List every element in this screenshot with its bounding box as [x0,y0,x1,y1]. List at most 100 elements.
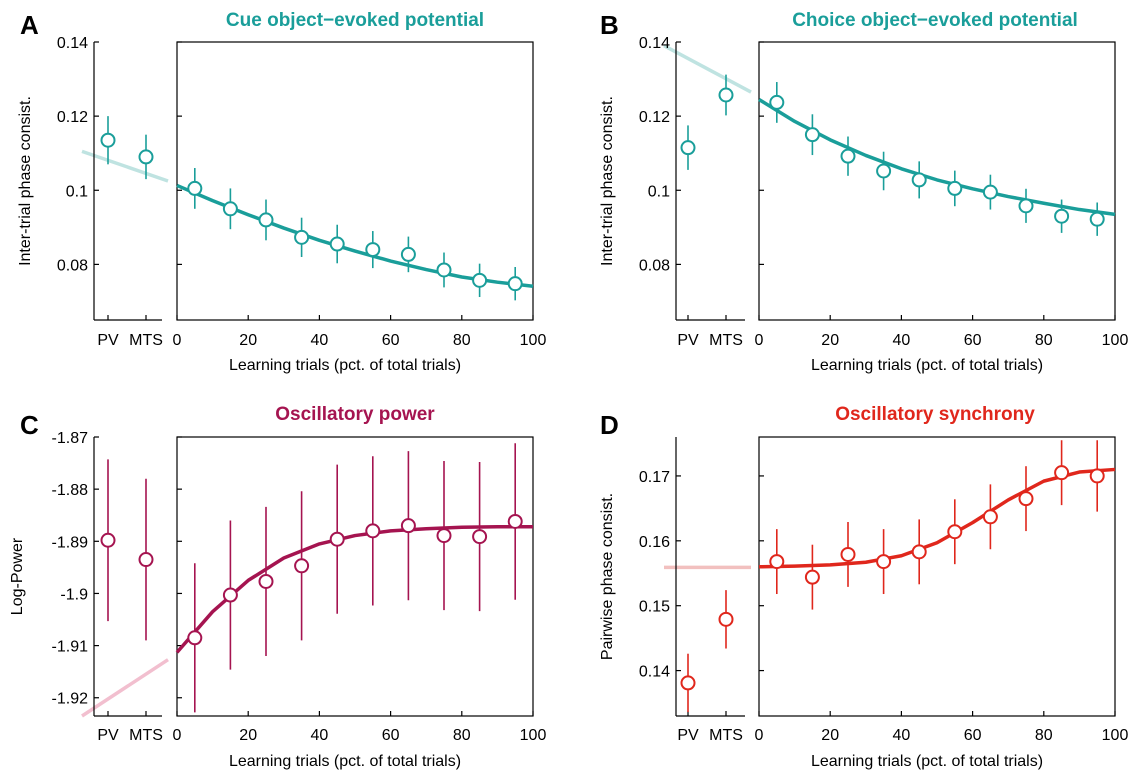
chart-panel-b: B Choice object−evoked potential 0.08 0.1 0.… [599,10,1128,374]
data-point [947,180,963,196]
y-tick-label: -1.88 [52,482,89,499]
x-tick-label: 80 [453,332,471,349]
data-point [400,518,416,534]
data-point [258,212,274,228]
x-tick-label: 20 [821,332,839,349]
main-plot-frame [758,436,1116,717]
x-axis-label: Learning trials (pct. of total trials) [229,753,461,770]
baseline-point-mts [138,149,154,165]
y-axis-label: Log-Power [9,537,26,615]
x-tick-label: 60 [382,332,400,349]
data-point [507,276,523,292]
category-label-mts: MTS [129,727,163,744]
x-tick-label: 80 [1035,332,1053,349]
x-tick-label: 100 [1102,332,1129,349]
x-tick-label: 20 [821,727,839,744]
data-point [840,148,856,164]
category-label-pv: PV [677,727,699,744]
data-point [876,163,892,179]
y-tick-label: -1.92 [52,691,89,708]
baseline-point-mts [138,552,154,568]
data-point [187,180,203,196]
x-tick-label: 0 [755,332,764,349]
x-tick-label: 40 [311,727,329,744]
y-tick-label: 0.08 [639,257,670,274]
data-point [1089,468,1105,484]
y-tick-label: 0.14 [57,35,88,52]
baseline-fit-line [663,44,752,94]
y-tick-label: -1.89 [52,534,89,551]
panel-letter: D [600,410,619,440]
x-tick-label: 60 [964,727,982,744]
y-axis-label: Inter-trial phase consist. [599,96,616,266]
category-label-pv: PV [97,727,119,744]
panel-letter: C [20,410,39,440]
x-tick-label: 0 [173,332,182,349]
x-tick-label: 80 [1035,727,1053,744]
y-tick-label: 0.1 [66,183,88,200]
data-point [947,524,963,540]
chart-title: Oscillatory power [275,404,435,425]
baseline-fit-line [81,658,169,718]
panel-letter: B [600,10,619,40]
data-point [294,229,310,245]
x-tick-label: 80 [453,727,471,744]
chart-panel-c: C Oscillatory power -1.92 -1.91 -1.9 -1.89 -1.… [9,404,546,770]
chart-panel-d: D Oscillatory synchrony 0.14 0.15 0.16 0.17 Pa… [599,404,1128,770]
category-label-pv: PV [677,332,699,349]
x-tick-label: 100 [520,332,547,349]
category-label-mts: MTS [129,332,163,349]
y-tick-label: 0.14 [639,35,670,52]
data-point [769,94,785,110]
x-tick-label: 40 [893,727,911,744]
data-point [1089,211,1105,227]
chart-title: Oscillatory synchrony [835,404,1035,425]
fit-curve [758,467,1116,569]
chart-panel-a: A Cue object−evoked potential 0.08 0.1 0.12 0… [17,10,546,374]
y-axis-label: Inter-trial phase consist. [17,96,34,266]
x-tick-label: 20 [239,332,257,349]
data-point [258,573,274,589]
data-point [1054,465,1070,481]
data-point [1018,198,1034,214]
x-tick-label: 0 [755,727,764,744]
y-tick-label: -1.87 [52,430,89,447]
y-tick-label: 0.12 [57,109,88,126]
baseline-point-mts [718,87,734,103]
data-point [804,569,820,585]
data-point [876,554,892,570]
y-tick-label: 0.08 [57,257,88,274]
x-tick-label: 0 [173,727,182,744]
x-tick-label: 60 [964,332,982,349]
baseline-fit-line [81,149,169,183]
baseline-point-mts [718,611,734,627]
data-point [1018,491,1034,507]
main-plot-frame [176,41,534,321]
x-tick-label: 100 [520,727,547,744]
data-point [982,184,998,200]
data-point [400,246,416,262]
chart-title: Choice object−evoked potential [792,10,1078,31]
data-point [329,236,345,252]
y-tick-label: 0.15 [639,599,670,616]
y-tick-label: 0.12 [639,109,670,126]
panel-letter: A [20,10,39,40]
data-point [472,529,488,545]
data-point [840,546,856,562]
x-tick-label: 60 [382,727,400,744]
baseline-point-pv [680,140,696,156]
x-tick-label: 100 [1102,727,1129,744]
data-point [365,242,381,258]
main-plot-frame [176,436,534,717]
category-label-pv: PV [97,332,119,349]
x-tick-label: 40 [311,332,329,349]
baseline-point-pv [100,532,116,548]
data-point [507,513,523,529]
baseline-point-pv [100,132,116,148]
data-point [804,127,820,143]
y-tick-label: -1.91 [52,639,89,656]
y-tick-label: 0.17 [639,469,670,486]
y-axis-label: Pairwise phase consist. [599,493,616,660]
y-tick-label: 0.1 [648,183,670,200]
